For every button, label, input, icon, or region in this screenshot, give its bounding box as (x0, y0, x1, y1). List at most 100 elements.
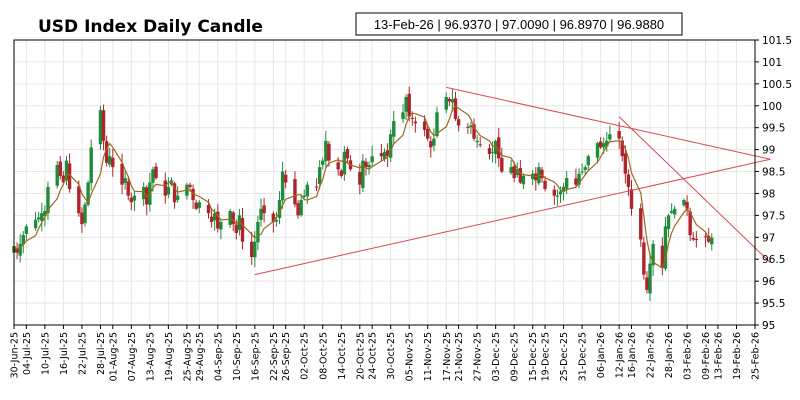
x-tick-label: 09-Feb-26 (701, 332, 712, 380)
candle-body (163, 180, 167, 196)
x-tick-label: 19-Feb-26 (732, 332, 743, 380)
x-tick-label: 11-Nov-25 (423, 332, 434, 381)
x-tick-label: 15-Dec-25 (528, 332, 539, 381)
candle-body (595, 143, 600, 158)
x-tick-label: 30-Oct-25 (386, 332, 397, 380)
candle-body (469, 125, 473, 128)
candle-body (388, 134, 393, 158)
candle-body (302, 195, 306, 197)
candle-body (132, 195, 137, 201)
candle-body (40, 213, 44, 221)
candle-body (694, 239, 699, 241)
y-tick-label: 97 (762, 232, 775, 244)
candle-body (429, 141, 433, 148)
y-tick-label: 96.5 (762, 254, 785, 266)
candle-body (305, 184, 310, 197)
x-tick-label: 12-Jan-26 (615, 332, 626, 378)
candle-body (515, 169, 519, 175)
candle-body (379, 153, 384, 157)
x-tick-label: 22-Jan-26 (646, 332, 657, 378)
candle-body (475, 140, 479, 143)
candle-body (521, 175, 526, 185)
x-tick-label: 19-Aug-25 (164, 332, 175, 381)
x-tick-label: 22-Sep-25 (269, 332, 280, 381)
candle-body (558, 191, 563, 195)
candle-body (64, 160, 69, 181)
candle-body (314, 186, 319, 188)
x-tick-label: 25-Feb-26 (751, 332, 762, 380)
candle-body (151, 169, 155, 183)
y-tick-label: 98 (762, 188, 775, 200)
x-tick-label: 25-Aug-25 (182, 332, 193, 381)
candle-body (339, 170, 343, 176)
candles (12, 86, 714, 301)
candle-body (277, 200, 282, 219)
x-tick-label: 07-Aug-25 (127, 332, 138, 381)
candle-body (512, 166, 516, 179)
x-tick-label: 06-Jan-26 (596, 332, 607, 378)
candle-body (682, 200, 686, 206)
x-tick-label: 13-Aug-25 (145, 332, 156, 381)
candle-body (518, 168, 523, 183)
candle-body (253, 241, 257, 258)
candle-body (299, 200, 303, 216)
candle-body (256, 221, 260, 243)
candle-body (126, 181, 130, 196)
candle-body (447, 98, 452, 102)
x-tick-label: 29-Aug-25 (195, 332, 206, 381)
candle-body (710, 237, 714, 245)
candle-body (259, 208, 263, 220)
candle-body (317, 167, 322, 185)
candle-body (15, 247, 19, 253)
candle-body (404, 97, 408, 112)
candle-body (234, 224, 238, 233)
candle-body (629, 189, 634, 209)
candle-body (271, 213, 276, 222)
candle-body (537, 167, 541, 184)
candle-body (688, 211, 692, 236)
candle-body (685, 201, 689, 209)
candle-body (586, 156, 590, 166)
x-tick-label: 14-Oct-25 (337, 332, 348, 380)
candle-body (444, 97, 448, 110)
candle-body (598, 141, 603, 148)
x-tick-label: 20-Oct-25 (355, 332, 366, 380)
candle-body (197, 202, 201, 208)
candle-body (577, 173, 581, 185)
y-tick-label: 101 (762, 57, 782, 69)
plot-frame (13, 39, 756, 326)
candle-body (602, 143, 606, 148)
candle-body (456, 119, 461, 126)
x-tick-label: 10-Sep-25 (232, 332, 243, 381)
candle-body (487, 148, 492, 154)
candle-body (46, 186, 50, 214)
ohlc-readout-box (355, 12, 683, 36)
y-tick-label: 99 (762, 145, 775, 157)
candle-body (37, 217, 41, 220)
x-tick-label: 17-Nov-25 (442, 332, 453, 381)
candle-body (432, 138, 436, 146)
candle-body (296, 203, 300, 216)
x-tick-label: 13-Feb-26 (713, 332, 724, 380)
candle-body (564, 178, 569, 189)
x-tick-label: 05-Nov-25 (405, 332, 416, 381)
candle-body (623, 153, 628, 174)
x-tick-label: 25-Dec-25 (559, 332, 570, 381)
candle-body (123, 178, 127, 183)
candle-body (392, 121, 396, 137)
candle-body (280, 171, 285, 201)
candle-body (500, 157, 504, 172)
candle-body (58, 161, 63, 176)
candle-body (324, 140, 328, 162)
x-tick-label: 16-Sep-25 (250, 332, 261, 381)
x-tick-label: 27-Nov-25 (473, 332, 484, 381)
x-tick-label: 16-Jan-26 (627, 332, 638, 378)
candle-body (669, 211, 674, 213)
candle-body (608, 134, 612, 140)
candle-body (435, 112, 439, 137)
candle-body (361, 160, 365, 188)
candle-body (540, 169, 544, 179)
candle-body (219, 221, 223, 230)
candle-body (543, 180, 547, 190)
y-tick-label: 101.5 (762, 35, 792, 47)
